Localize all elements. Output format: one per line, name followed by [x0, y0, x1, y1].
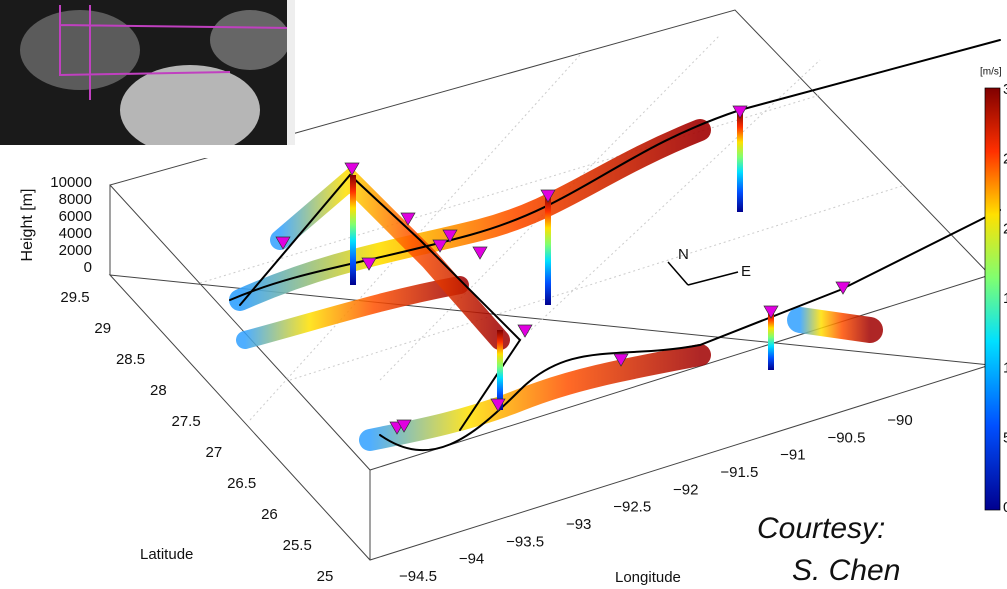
longitude-tick-label: −91 [780, 447, 805, 464]
page: N E [m/s] Height [m] Latitude Longitude … [0, 0, 1007, 589]
colorbar-tick-label: 2 [1003, 220, 1007, 237]
height-tick-label: 10000 [50, 174, 92, 191]
latitude-tick-label: 27.5 [172, 413, 201, 430]
height-tick-label: 0 [84, 259, 92, 276]
latitude-tick-label: 25 [317, 568, 334, 585]
colorbar-tick-label: 3 [1003, 81, 1007, 98]
latitude-label: Latitude [140, 546, 193, 563]
credit-line2: S. Chen [792, 554, 900, 587]
compass-north: N [678, 246, 689, 263]
latitude-tick-label: 29 [94, 320, 111, 337]
longitude-tick-label: −92 [673, 481, 698, 498]
colorbar-tick-label: 2 [1003, 151, 1007, 168]
longitude-tick-label: −90.5 [827, 429, 865, 446]
colorbar-tick-label: 0 [1003, 499, 1007, 516]
colorbar-tick-label: 5 [1003, 429, 1007, 446]
colorbar-unit: [m/s] [980, 67, 1002, 78]
longitude-tick-label: −93.5 [506, 533, 544, 550]
colorbar-tick-label: 1 [1003, 290, 1007, 307]
height-tick-label: 6000 [59, 208, 92, 225]
satellite-inset [0, 0, 295, 158]
longitude-tick-label: −94.5 [399, 568, 437, 585]
credit-line1: Courtesy: [757, 512, 885, 545]
height-tick-label: 8000 [59, 191, 92, 208]
height-label: Height [m] [19, 189, 36, 262]
longitude-label: Longitude [615, 569, 681, 586]
longitude-tick-label: −92.5 [613, 499, 651, 516]
longitude-tick-label: −94 [459, 551, 484, 568]
longitude-tick-label: −93 [566, 516, 591, 533]
latitude-tick-label: 25.5 [283, 537, 312, 554]
colorbar [985, 88, 1000, 510]
latitude-tick-label: 28.5 [116, 351, 145, 368]
latitude-tick-label: 28 [150, 382, 167, 399]
latitude-tick-label: 26 [261, 506, 278, 523]
longitude-tick-label: −91.5 [720, 464, 758, 481]
longitude-tick-label: −90 [887, 412, 912, 429]
height-tick-label: 2000 [59, 242, 92, 259]
latitude-tick-label: 26.5 [227, 475, 256, 492]
latitude-tick-label: 27 [206, 444, 223, 461]
wind-tracks [230, 40, 1000, 450]
compass-east: E [741, 263, 751, 280]
latitude-tick-label: 29.5 [60, 289, 89, 306]
height-tick-label: 4000 [59, 225, 92, 242]
figure: N E [m/s] Height [m] Latitude Longitude … [0, 0, 1007, 589]
colorbar-tick-label: 1 [1003, 360, 1007, 377]
compass-arrows [668, 262, 738, 285]
